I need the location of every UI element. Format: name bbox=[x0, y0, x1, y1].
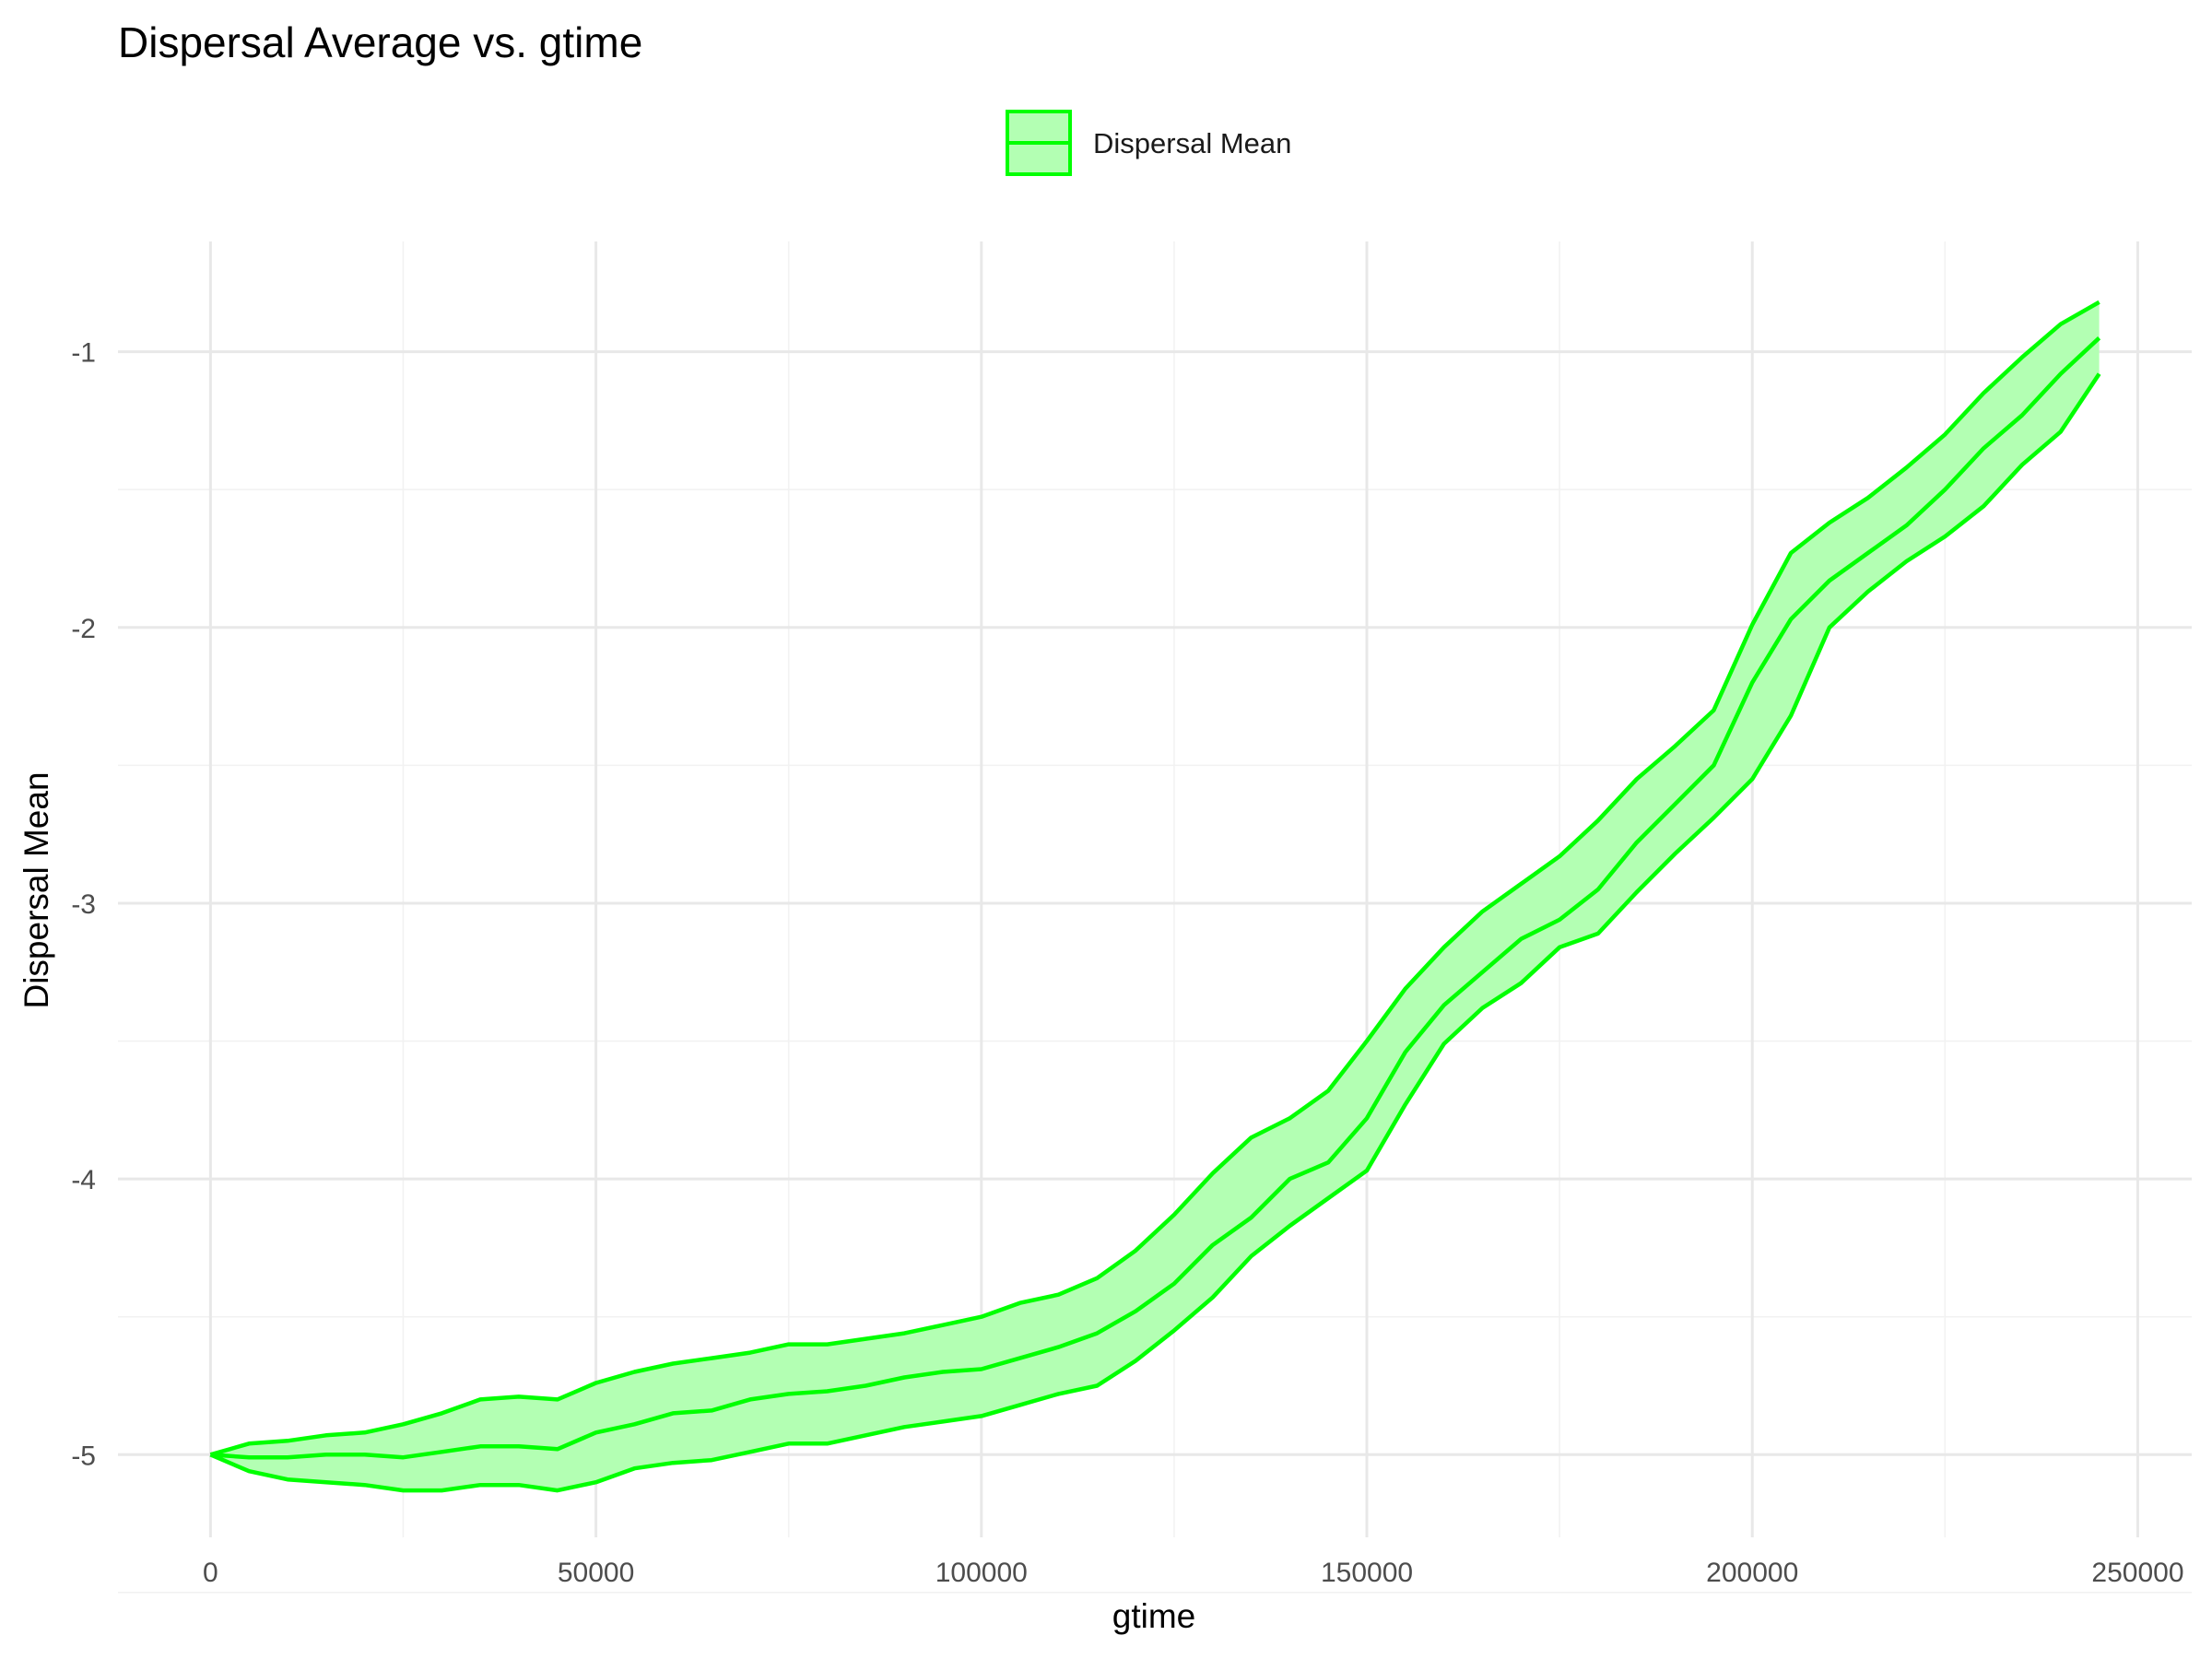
confidence-ribbon bbox=[210, 301, 2100, 1491]
legend-label: Dispersal Mean bbox=[1093, 127, 1291, 159]
lower-bound-line bbox=[209, 372, 2101, 1493]
y-tick-labels: -5 -4 -3 -2 -1 bbox=[71, 338, 96, 1472]
y-tick-label: -2 bbox=[71, 614, 96, 644]
grid-minor bbox=[118, 241, 2192, 1594]
x-tick-label: 200000 bbox=[1706, 1558, 1798, 1588]
x-tick-labels: 0 50000 100000 150000 200000 250000 bbox=[203, 1558, 2183, 1588]
chart-title: Dispersal Average vs. gtime bbox=[118, 18, 642, 66]
legend: Dispersal Mean bbox=[1006, 110, 1291, 176]
x-tick-label: 250000 bbox=[2091, 1558, 2183, 1588]
x-axis-title: gtime bbox=[1112, 1597, 1195, 1635]
y-tick-label: -3 bbox=[71, 889, 96, 920]
x-tick-label: 50000 bbox=[558, 1558, 634, 1588]
y-tick-label: -5 bbox=[71, 1441, 96, 1471]
x-tick-label: 150000 bbox=[1321, 1558, 1413, 1588]
y-tick-label: -1 bbox=[71, 338, 96, 369]
ribbon-layer bbox=[210, 301, 2100, 1491]
mean-line bbox=[210, 336, 2101, 1460]
upper-bound-line bbox=[209, 300, 2100, 1457]
x-tick-label: 100000 bbox=[935, 1558, 1028, 1588]
y-tick-label: -4 bbox=[71, 1165, 96, 1195]
line-layer bbox=[209, 300, 2101, 1493]
y-axis-title: Dispersal Mean bbox=[18, 771, 55, 1008]
x-tick-label: 0 bbox=[203, 1558, 218, 1588]
